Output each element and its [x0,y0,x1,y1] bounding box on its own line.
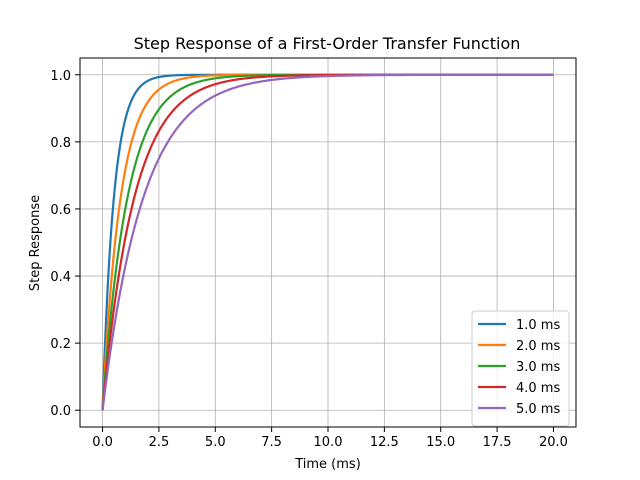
y-axis-label: Step Response [28,195,43,291]
legend-label: 2.0 ms [516,339,560,354]
legend-label: 5.0 ms [516,402,560,417]
x-tick-label: 2.5 [149,435,170,450]
legend-box [471,310,570,427]
y-tick-label: 0.0 [50,404,71,419]
y-tick-label: 0.8 [50,136,71,151]
x-axis-ticks: 0.0 2.5 5.0 7.5 10.0 12.5 15.0 17.5 20.0 [92,427,568,450]
x-tick-label: 12.5 [370,435,399,450]
legend-label: 1.0 ms [516,318,560,333]
y-tick-label: 0.2 [50,337,71,352]
x-tick-label: 10.0 [314,435,343,450]
y-axis-ticks: 0.0 0.2 0.4 0.6 0.8 1.0 [50,69,80,419]
y-tick-label: 0.4 [50,270,71,285]
chart-title: Step Response of a First-Order Transfer … [134,34,521,53]
x-tick-label: 7.5 [261,435,282,450]
legend-label: 3.0 ms [516,360,560,375]
legend-label: 4.0 ms [516,381,560,396]
series-line [101,73,554,411]
x-axis-label: Time (ms) [294,457,361,472]
x-tick-label: 5.0 [205,435,226,450]
x-tick-label: 20.0 [539,435,568,450]
x-tick-label: 17.5 [483,435,512,450]
x-tick-label: 15.0 [426,435,455,450]
y-tick-label: 1.0 [50,69,71,84]
legend: 1.0 ms 2.0 ms 3.0 ms 4.0 ms 5.0 ms [471,310,570,427]
series-lines [101,73,554,411]
x-tick-label: 0.0 [92,435,113,450]
y-tick-label: 0.6 [50,203,71,218]
